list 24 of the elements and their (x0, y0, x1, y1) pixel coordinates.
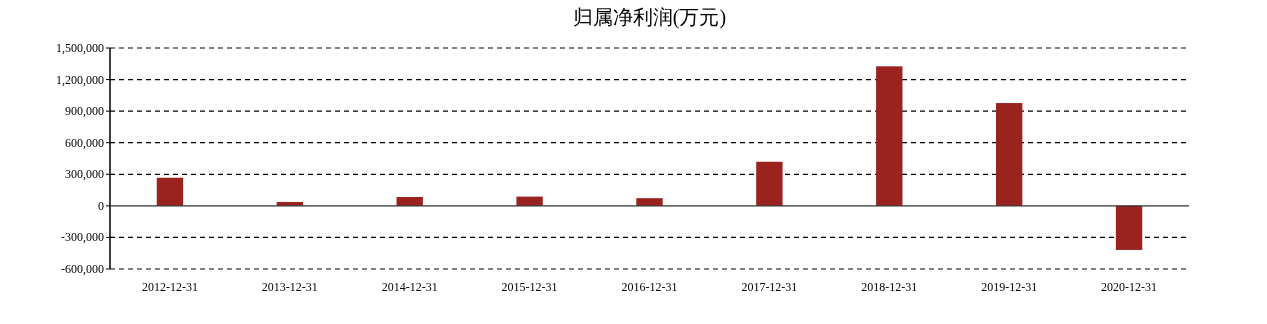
x-tick-label: 2019-12-31 (981, 280, 1038, 294)
bar (1115, 205, 1143, 250)
bar (995, 103, 1023, 206)
y-tick-label: 600,000 (65, 135, 104, 150)
chart-title: 归属净利润(万元) (572, 6, 727, 29)
y-tick-label: -600,000 (61, 262, 104, 276)
y-tick-label: 300,000 (65, 167, 104, 182)
x-tick-label: 2014-12-31 (381, 280, 438, 294)
x-tick-label: 2017-12-31 (741, 280, 798, 294)
y-tick-label: 1,200,000 (56, 72, 104, 87)
y-tick-label: 1,500,000 (56, 41, 104, 55)
bar (876, 66, 903, 206)
x-tick-label: 2018-12-31 (861, 280, 918, 294)
x-tick-label: 2016-12-31 (621, 280, 678, 294)
y-tick-label: -300,000 (61, 230, 104, 245)
bar (156, 177, 184, 206)
x-tick-label: 2020-12-31 (1101, 280, 1158, 294)
y-tick-label: 0 (98, 198, 104, 213)
bar (636, 198, 663, 206)
x-tick-label: 2015-12-31 (501, 280, 558, 294)
x-tick-label: 2012-12-31 (141, 280, 198, 294)
bar (756, 161, 783, 206)
y-tick-label: 900,000 (65, 104, 104, 119)
x-tick-label: 2013-12-31 (261, 280, 318, 294)
